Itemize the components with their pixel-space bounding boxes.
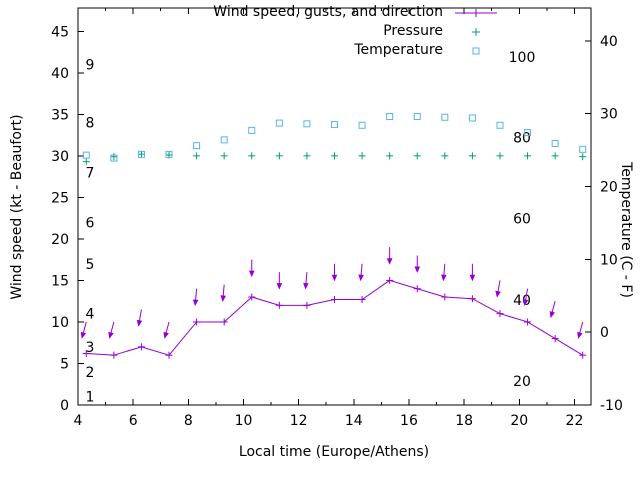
- fahrenheit-scale-labels: 20 40 60 80 100: [509, 50, 536, 390]
- svg-text:0: 0: [600, 325, 609, 341]
- y-axis-left: 0 5 10 15 20 25 30 35 40 45: [51, 24, 84, 414]
- legend-item-wind: Wind speed, gusts, and direction: [213, 3, 499, 22]
- wind-direction-arrow-icon: [220, 284, 227, 303]
- svg-text:30: 30: [600, 107, 618, 123]
- svg-text:6: 6: [86, 215, 95, 231]
- legend-label-pressure: Pressure: [383, 23, 443, 39]
- svg-text:4: 4: [86, 307, 95, 323]
- square-marker-icon: [472, 47, 480, 54]
- svg-text:10: 10: [235, 413, 253, 429]
- svg-text:8: 8: [86, 116, 95, 132]
- wind-direction-arrow-icon: [469, 263, 476, 282]
- svg-text:15: 15: [51, 273, 69, 289]
- svg-text:14: 14: [345, 413, 363, 429]
- svg-text:-10: -10: [600, 398, 623, 414]
- wind-direction-arrow-icon: [358, 263, 364, 282]
- svg-text:80: 80: [513, 131, 531, 147]
- svg-text:20: 20: [513, 374, 531, 390]
- legend-label-temperature: Temperature: [354, 42, 443, 58]
- svg-text:45: 45: [51, 24, 69, 40]
- svg-text:25: 25: [51, 190, 69, 206]
- legend-sample-temperature: [453, 43, 499, 59]
- svg-text:0: 0: [60, 398, 69, 414]
- svg-text:12: 12: [290, 413, 308, 429]
- y-axis-right: -10 0 10 20 30 40: [585, 34, 623, 414]
- svg-text:9: 9: [86, 57, 95, 73]
- svg-text:16: 16: [400, 413, 418, 429]
- legend-sample-pressure: [453, 24, 499, 40]
- legend-sample-wind: [453, 5, 499, 21]
- svg-text:100: 100: [509, 50, 536, 66]
- wind-direction-arrow-icon: [248, 259, 255, 278]
- plot-border: [77, 7, 592, 406]
- svg-text:7: 7: [86, 165, 95, 181]
- svg-text:60: 60: [513, 212, 531, 228]
- svg-text:8: 8: [184, 413, 193, 429]
- svg-text:35: 35: [51, 107, 69, 123]
- wind-direction-arrow-icon: [495, 280, 501, 298]
- svg-text:40: 40: [513, 293, 531, 309]
- svg-text:6: 6: [129, 413, 138, 429]
- wind-line-plus-icon: [455, 8, 497, 17]
- wind-direction-arrow-icon: [522, 288, 529, 306]
- svg-text:40: 40: [51, 66, 69, 82]
- legend-item-temperature: Temperature: [354, 41, 499, 60]
- wind-direction-arrow-icon: [331, 263, 338, 282]
- beaufort-scale-labels: 1 2 3 4 5 6 7 8 9: [86, 57, 95, 405]
- y-axis-title-left: Wind speed (kt - Beaufort): [9, 114, 25, 300]
- wind-direction-arrow-icon: [276, 272, 283, 290]
- wind-direction-arrow-icon: [549, 301, 556, 319]
- series-wind_speed_kt: [82, 276, 587, 359]
- svg-text:4: 4: [74, 413, 83, 429]
- svg-text:20: 20: [600, 179, 618, 195]
- y-axis-title-right: Temperature (C - F): [618, 162, 634, 298]
- wind-direction-arrow-icon: [303, 272, 309, 290]
- wind-direction-arrow-icon: [192, 288, 199, 307]
- wind-direction-arrow-icon: [577, 321, 584, 339]
- x-axis-title: Local time (Europe/Athens): [238, 444, 430, 460]
- svg-text:22: 22: [566, 413, 584, 429]
- svg-text:5: 5: [60, 356, 69, 372]
- svg-text:10: 10: [600, 252, 618, 268]
- wind-direction-arrow-icon: [136, 309, 143, 327]
- wind-direction-arrow-icon: [80, 321, 87, 339]
- svg-text:1: 1: [86, 390, 95, 406]
- svg-text:18: 18: [455, 413, 473, 429]
- series-pressure: [82, 150, 587, 166]
- svg-text:5: 5: [86, 257, 95, 273]
- series-wind_gusts_kt: [80, 247, 584, 339]
- legend-item-pressure: Pressure: [383, 22, 499, 41]
- x-axis: 4 6 8 10 12 14 16 18 20 22: [74, 8, 584, 429]
- svg-text:10: 10: [51, 315, 69, 331]
- wind-direction-arrow-icon: [414, 255, 421, 274]
- plus-marker-icon: [472, 27, 480, 36]
- svg-text:40: 40: [600, 34, 618, 50]
- svg-text:3: 3: [86, 340, 95, 356]
- wind-direction-arrow-icon: [441, 263, 447, 282]
- series-temperature_c: [82, 113, 587, 162]
- wind-direction-arrow-icon: [108, 321, 115, 339]
- chart-legend: Wind speed, gusts, and direction Pressur…: [213, 3, 499, 60]
- legend-label-wind: Wind speed, gusts, and direction: [213, 4, 443, 20]
- wind-direction-arrow-icon: [386, 247, 393, 265]
- svg-text:30: 30: [51, 149, 69, 165]
- wind-direction-arrow-icon: [163, 321, 170, 339]
- svg-text:20: 20: [51, 232, 69, 248]
- svg-text:2: 2: [86, 365, 95, 381]
- svg-text:20: 20: [510, 413, 528, 429]
